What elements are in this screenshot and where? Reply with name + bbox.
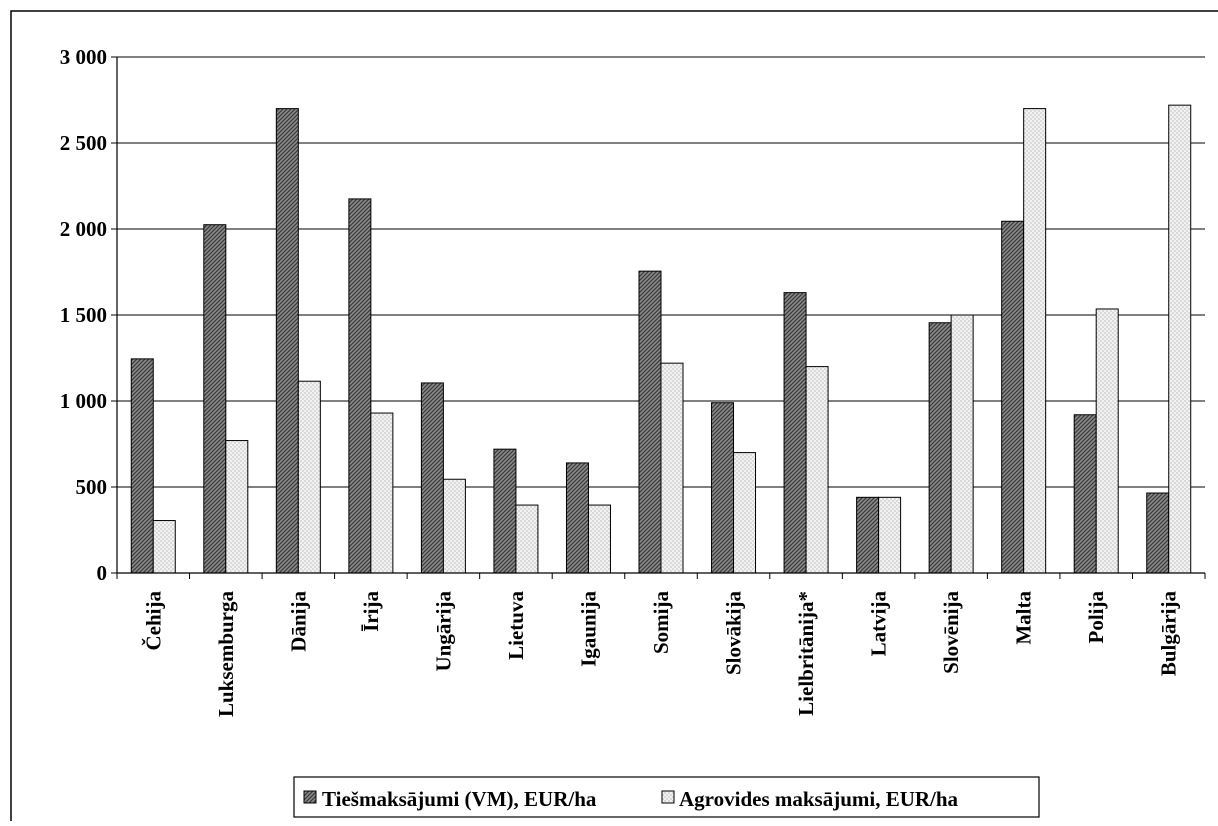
y-tick-label: 0 [97, 561, 108, 585]
x-tick-label: Ungārija [431, 591, 455, 672]
axes [111, 56, 1206, 579]
x-tick-label: Lietuva [504, 591, 528, 660]
bar-tiesmaksajumi [130, 358, 154, 574]
bar-agrovides [950, 314, 974, 574]
x-tick-label: Malta [1012, 591, 1036, 645]
x-tick-label: Luksemburga [214, 591, 238, 718]
x-tick-label: Igaunija [576, 591, 600, 667]
legend-swatch-agrovides [661, 790, 675, 804]
y-tick-label: 3 000 [60, 45, 107, 69]
bar-agrovides [1023, 108, 1047, 574]
x-tick-label: Lielbritānija* [794, 591, 818, 716]
y-tick-labels: 0 500 1 000 1 500 2 000 2 500 3 000 [60, 45, 107, 585]
bar-tiesmaksajumi [638, 270, 662, 574]
bars [130, 104, 1192, 574]
legend-label-tiesmaksajumi: Tiešmaksājumi (VM), EUR/ha [322, 787, 597, 811]
x-tick-label: Somija [649, 591, 673, 655]
legend-swatch-tiesmaksajumi [303, 790, 317, 804]
legend-label-agrovides: Agrovides maksājumi, EUR/ha [679, 787, 959, 811]
bar-agrovides [225, 440, 249, 574]
bar-tiesmaksajumi [420, 382, 444, 574]
bar-tiesmaksajumi [203, 224, 227, 574]
y-tick-label: 2 000 [60, 217, 107, 241]
bar-agrovides [733, 452, 757, 574]
bar-agrovides [1168, 104, 1192, 574]
bar-agrovides [515, 504, 539, 574]
bar-tiesmaksajumi [928, 322, 952, 574]
x-tick-labels: Čehija Luksemburga Dānija Īrija Ungārija Liet… [141, 591, 1180, 718]
bar-tiesmaksajumi [1146, 492, 1170, 574]
bar-agrovides [297, 380, 321, 574]
bar-agrovides [1095, 308, 1119, 574]
x-tick-label: Polija [1084, 591, 1108, 644]
bar-tiesmaksajumi [275, 108, 299, 574]
bar-agrovides [587, 504, 611, 574]
bar-agrovides [805, 366, 829, 574]
x-tick-label: Slovēnija [939, 591, 963, 674]
bar-tiesmaksajumi [711, 402, 735, 574]
y-tick-label: 500 [76, 475, 108, 499]
x-tick-label: Latvija [867, 591, 891, 657]
bar-tiesmaksajumi [348, 198, 372, 574]
outer-frame [10, 10, 1218, 826]
x-tick-label: Bulgārija [1157, 591, 1181, 677]
y-tick-label: 1 500 [60, 303, 107, 327]
bar-tiesmaksajumi [1073, 414, 1097, 574]
bar-agrovides [660, 362, 684, 574]
legend: Tiešmaksājumi (VM), EUR/ha Agrovides mak… [293, 776, 1040, 818]
bar-tiesmaksajumi [493, 448, 517, 574]
bar-tiesmaksajumi [565, 462, 589, 574]
bar-agrovides [878, 496, 902, 574]
bar-agrovides [442, 478, 466, 574]
y-tick-label: 1 000 [60, 389, 107, 413]
y-tick-label: 2 500 [60, 131, 107, 155]
bar-agrovides [152, 520, 176, 574]
x-tick-label: Slovākija [722, 591, 746, 676]
bar-tiesmaksajumi [1001, 220, 1025, 574]
x-tick-label: Čehija [141, 591, 165, 651]
x-tick-label: Dānija [286, 591, 310, 652]
x-tick-label: Īrija [359, 591, 383, 632]
bar-agrovides [370, 412, 394, 574]
bar-tiesmaksajumi [856, 496, 880, 574]
bar-tiesmaksajumi [783, 292, 807, 574]
